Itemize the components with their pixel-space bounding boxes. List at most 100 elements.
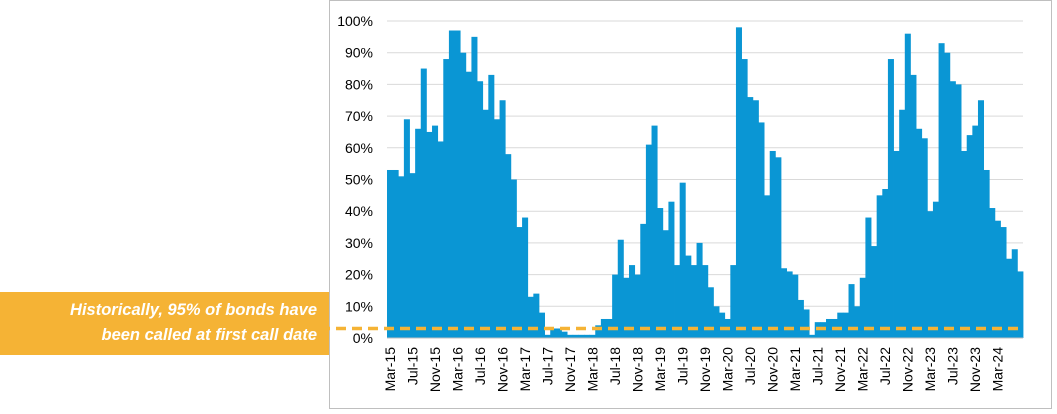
- bar: [589, 334, 596, 338]
- bar: [702, 265, 709, 338]
- y-tick-label: 0%: [353, 330, 373, 346]
- bar: [730, 265, 737, 338]
- x-tick-label: Mar-19: [652, 347, 668, 392]
- bar: [871, 246, 878, 338]
- y-tick-label: 20%: [345, 267, 373, 283]
- bar: [938, 43, 945, 338]
- y-tick-label: 100%: [337, 13, 373, 29]
- bar: [854, 306, 861, 338]
- bar: [595, 325, 602, 338]
- bar: [387, 169, 394, 338]
- x-tick-label: Jul-21: [810, 347, 826, 385]
- bar: [617, 239, 624, 338]
- bar: [567, 334, 574, 338]
- bar: [842, 312, 849, 338]
- bar: [409, 173, 416, 338]
- x-tick-label: Nov-21: [832, 347, 848, 392]
- bar: [949, 81, 956, 338]
- x-tick-label: Nov-22: [900, 347, 916, 392]
- bar: [488, 74, 495, 338]
- y-tick-label: 10%: [345, 298, 373, 314]
- bar: [735, 27, 742, 339]
- bar: [550, 328, 557, 338]
- bar: [690, 265, 697, 338]
- bar: [994, 220, 1001, 338]
- chart-frame: 0% 10% 20% 30% 40% 50% 60% 70% 80% 90% 100% Mar-15 J…: [320, 0, 1052, 409]
- x-tick-label: Nov-15: [427, 347, 443, 392]
- bar: [961, 150, 968, 338]
- bar: [786, 271, 793, 338]
- x-tick-label: Jul-22: [877, 347, 893, 385]
- bar: [533, 293, 540, 338]
- bar: [837, 312, 844, 338]
- bar: [561, 331, 568, 338]
- bar: [623, 277, 630, 338]
- bar: [1017, 271, 1024, 338]
- bar: [887, 59, 894, 338]
- bar: [527, 296, 534, 338]
- bar: [398, 176, 405, 338]
- x-tick-label: Nov-17: [562, 347, 578, 392]
- bar: [859, 277, 866, 338]
- bar: [797, 299, 804, 338]
- bar: [578, 334, 585, 338]
- bar: [499, 100, 506, 338]
- x-tick-label: Jul-18: [607, 347, 623, 385]
- bar: [1011, 249, 1018, 338]
- bar: [932, 201, 939, 338]
- x-tick-label: Jul-23: [945, 347, 961, 385]
- x-tick-label: Jul-20: [742, 347, 758, 385]
- bar: [882, 189, 889, 338]
- x-tick-label: Nov-20: [765, 347, 781, 392]
- y-tick-label: 50%: [345, 172, 373, 188]
- bar: [555, 328, 562, 338]
- bar: [977, 100, 985, 338]
- x-tick-label: Mar-17: [517, 347, 533, 392]
- x-tick-label: Jul-15: [404, 347, 420, 385]
- bar: [809, 334, 816, 338]
- bar: [893, 150, 900, 338]
- bar: [426, 131, 433, 338]
- x-tick-label: Mar-22: [855, 347, 871, 392]
- x-tick-label: Mar-18: [584, 347, 600, 392]
- bar: [432, 125, 439, 338]
- bar: [741, 59, 748, 338]
- bar: [775, 157, 782, 338]
- bar: [420, 68, 427, 339]
- bar: [904, 33, 911, 339]
- bar: [752, 100, 759, 338]
- x-tick-label: Nov-18: [629, 347, 645, 392]
- bar: [792, 274, 799, 338]
- x-tick-label: Mar-16: [449, 347, 465, 392]
- bar: [657, 208, 664, 338]
- bar: [471, 36, 478, 338]
- y-tick-label: 80%: [345, 76, 373, 92]
- y-tick-label: 30%: [345, 235, 373, 251]
- bar: [780, 268, 788, 338]
- bar: [1000, 227, 1007, 338]
- bar: [448, 30, 455, 338]
- bar: [572, 334, 579, 338]
- bar: [983, 169, 990, 338]
- x-tick-label: Mar-20: [720, 347, 736, 392]
- callout-line-2: been called at first call date: [101, 326, 318, 344]
- bar: [612, 274, 619, 338]
- bar: [477, 81, 484, 338]
- bar: [505, 154, 512, 338]
- x-tick-label: Mar-21: [787, 347, 803, 392]
- bar: [927, 211, 934, 338]
- bar: [944, 52, 951, 338]
- bar: [769, 150, 776, 338]
- x-tick-label: Nov-19: [697, 347, 713, 392]
- bar: [454, 30, 461, 338]
- bar: [403, 119, 410, 339]
- bar: [713, 306, 720, 338]
- bar: [443, 59, 450, 338]
- x-tick-label: Nov-16: [494, 347, 510, 392]
- bar: [916, 128, 923, 338]
- x-tick-label: Mar-15: [382, 347, 398, 392]
- bar: [876, 195, 883, 338]
- bar: [662, 230, 669, 338]
- x-tick-label: Jul-16: [472, 347, 488, 385]
- bar: [826, 318, 833, 338]
